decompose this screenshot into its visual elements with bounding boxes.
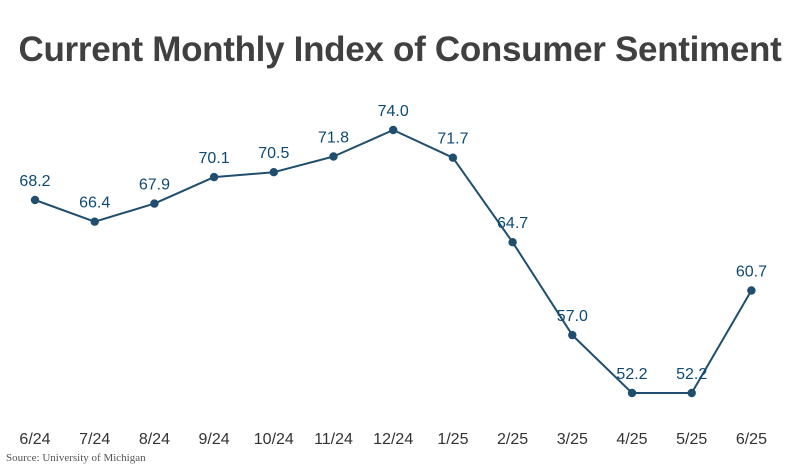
- data-label: 70.5: [258, 145, 289, 162]
- x-tick-label: 6/25: [736, 431, 767, 448]
- data-point: [568, 330, 577, 340]
- data-point: [329, 152, 338, 161]
- data-label: 67.9: [139, 177, 170, 194]
- data-point: [150, 199, 159, 208]
- x-tick-label: 9/24: [199, 431, 230, 448]
- data-labels-group: 68.2 66.4 67.9 70.1 70.5 71.8 74.0 71.7 64.7 57.0…: [19, 103, 767, 383]
- data-label: 52.2: [616, 366, 647, 383]
- data-point: [508, 238, 517, 247]
- x-tick-label: 5/25: [676, 431, 707, 448]
- x-tick-label: 1/25: [437, 431, 468, 448]
- x-tick-label: 12/24: [373, 431, 413, 448]
- data-label: 66.4: [79, 195, 110, 212]
- data-point: [687, 388, 696, 398]
- x-axis-tick-labels: 6/24 7/24 8/24 9/24 10/24 11/24 12/24 1/25 2/25 3…: [19, 431, 767, 448]
- source-note: Source: University of Michigan: [6, 452, 146, 464]
- x-tick-label: 7/24: [79, 431, 110, 448]
- data-point: [90, 217, 99, 226]
- x-tick-label: 11/24: [314, 431, 353, 448]
- series-line-group: [34, 129, 753, 394]
- data-point: [209, 172, 219, 182]
- series-line: [34, 129, 753, 394]
- data-label: 52.2: [676, 366, 707, 383]
- data-label: 71.8: [318, 130, 349, 147]
- data-point: [448, 153, 458, 162]
- data-label: 60.7: [736, 264, 767, 281]
- data-label: 68.2: [19, 173, 50, 190]
- data-point: [269, 168, 278, 177]
- data-point: [627, 388, 637, 398]
- data-point: [30, 195, 40, 205]
- x-tick-label: 8/24: [139, 431, 170, 448]
- data-label: 70.1: [199, 150, 230, 167]
- chart-title: Current Monthly Index of Consumer Sentim…: [18, 30, 782, 69]
- data-label: 64.7: [497, 215, 528, 232]
- x-tick-label: 2/25: [497, 431, 528, 448]
- x-tick-label: 4/25: [616, 431, 647, 448]
- x-tick-label: 6/24: [19, 431, 50, 448]
- data-point: [747, 286, 756, 295]
- data-points-group: [30, 125, 756, 398]
- data-label: 74.0: [378, 103, 409, 120]
- data-point: [389, 125, 398, 135]
- data-label: 57.0: [557, 308, 588, 325]
- data-label: 71.7: [437, 131, 468, 148]
- x-tick-label: 3/25: [557, 431, 588, 448]
- x-tick-label: 10/24: [254, 431, 294, 448]
